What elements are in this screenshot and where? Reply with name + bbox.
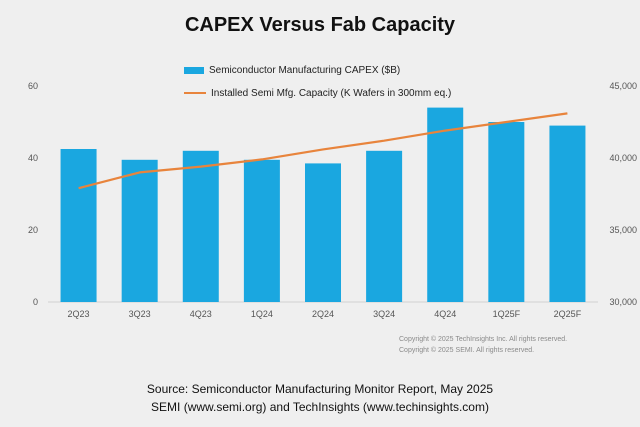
source-line-1: Source: Semiconductor Manufacturing Moni… [146,382,494,396]
left-axis-tick-label: 40 [28,153,38,163]
x-axis-tick-label: 4Q23 [190,309,212,319]
source-line-2: SEMI (www.semi.org) and TechInsights (ww… [151,400,489,414]
legend-item-capex: Semiconductor Manufacturing CAPEX ($B) [184,63,451,77]
legend-swatch-capacity [184,92,206,94]
legend-item-capacity: Installed Semi Mfg. Capacity (K Wafers i… [184,86,451,100]
legend: Semiconductor Manufacturing CAPEX ($B) I… [184,63,451,109]
left-axis-tick-label: 0 [33,297,38,307]
right-axis-tick-label: 45,000 [609,81,637,91]
capex-bar [243,159,280,302]
left-axis-tick-label: 20 [28,225,38,235]
left-axis-tick-label: 60 [28,81,38,91]
capex-bar [427,107,464,302]
right-axis-tick-label: 40,000 [609,153,637,163]
capex-bar [366,150,403,302]
chart-title: CAPEX Versus Fab Capacity [184,14,456,36]
copyright-techinsights: Copyright © 2025 TechInsights Inc. All r… [399,336,568,343]
source-note: Source: Semiconductor Manufacturing Moni… [0,380,640,416]
capex-bar [549,125,586,302]
x-axis-tick-label: 2Q25F [554,309,582,319]
x-axis-tick-label: 1Q25F [493,309,521,319]
legend-swatch-capex [184,66,204,74]
legend-label-capacity: Installed Semi Mfg. Capacity (K Wafers i… [211,87,452,99]
capex-bar [60,149,97,302]
capex-bar [182,150,219,302]
right-axis-tick-label: 30,000 [609,297,637,307]
legend-label-capex: Semiconductor Manufacturing CAPEX ($B) [209,64,401,76]
x-axis-tick-label: 3Q24 [373,309,395,319]
capex-bar [488,122,525,302]
x-axis-tick-label: 3Q23 [129,309,151,319]
x-axis-tick-label: 4Q24 [434,309,456,319]
copyright-semi: Copyright © 2025 SEMI. All rights reserv… [399,347,535,354]
x-axis-tick-label: 2Q23 [68,309,90,319]
capex-bar [121,159,158,302]
x-axis-tick-label: 2Q24 [312,309,334,319]
capex-bar [305,163,341,302]
right-axis-tick-label: 35,000 [609,225,637,235]
x-axis-tick-label: 1Q24 [251,309,273,319]
copyright-notice: Copyright © 2025 TechInsights Inc. All r… [399,334,567,356]
